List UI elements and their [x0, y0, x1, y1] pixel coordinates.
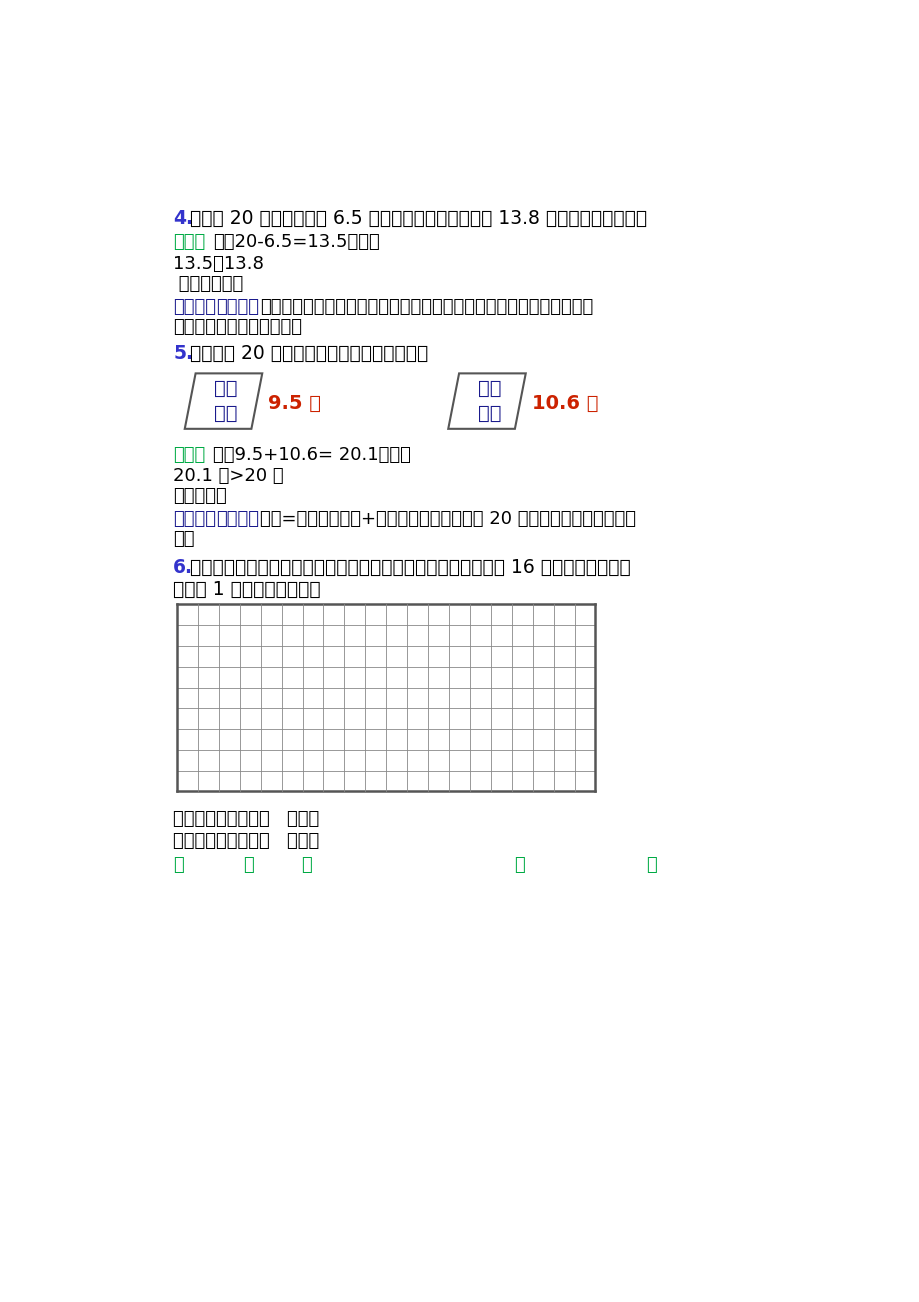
Text: 总价=海洋动物单价+趣味数学单价，然后用 20 元与总价进行大小比较即: 总价=海洋动物单价+趣味数学单价，然后用 20 元与总价进行大小比较即 [260, 510, 635, 529]
Text: 【解析】: 【解析】 [173, 298, 216, 316]
Text: 小红带了 20 元錢，想买这两本书，錢够吗？: 小红带了 20 元錢，想买这两本书，錢够吗？ [190, 344, 428, 363]
Text: 数比较后判断够不够即可。: 数比较后判断够不够即可。 [173, 318, 301, 336]
Text: 可。: 可。 [173, 530, 195, 548]
Text: 5.: 5. [173, 344, 193, 363]
Text: 趣味: 趣味 [477, 379, 501, 398]
Text: 解析：: 解析： [173, 445, 205, 464]
Text: 动物: 动物 [214, 404, 237, 423]
Text: 6.: 6. [173, 559, 193, 577]
Text: 数学: 数学 [477, 404, 501, 423]
Polygon shape [185, 374, 262, 428]
Text: 4.: 4. [173, 208, 193, 228]
Text: 答：不够。: 答：不够。 [173, 487, 227, 505]
Text: 在下面的方格中画一个正方形和一个长方形，使它们的面积都是 16 平方厘米。（每格: 在下面的方格中画一个正方形和一个长方形，使它们的面积都是 16 平方厘米。（每格 [190, 559, 630, 577]
Text: 【解析】: 【解析】 [173, 510, 216, 529]
Text: 解: 解 [514, 857, 525, 874]
Text: 解析：: 解析： [173, 233, 205, 251]
Text: 答：錢不够。: 答：錢不够。 [173, 275, 244, 293]
Text: 【分析】: 【分析】 [216, 298, 259, 316]
Text: ：: ： [645, 857, 656, 874]
Text: 解：20-6.5=13.5（元）: 解：20-6.5=13.5（元） [213, 233, 380, 251]
Text: 李明带 20 元錢买了一支 6.5 元的钓笔，他还想买一盒 13.8 元的彩笔，錢够吗？: 李明带 20 元錢买了一支 6.5 元的钓笔，他还想买一盒 13.8 元的彩笔，… [190, 208, 647, 228]
Text: 13.5＜13.8: 13.5＜13.8 [173, 255, 264, 273]
Text: 长方形的周长是：（   ）厘米: 长方形的周长是：（ ）厘米 [173, 832, 319, 849]
Text: 【分析】: 【分析】 [216, 510, 259, 529]
Text: 解：9.5+10.6= 20.1（元）: 解：9.5+10.6= 20.1（元） [213, 445, 411, 464]
Text: 正方形的周长是：（   ）厘米: 正方形的周长是：（ ）厘米 [173, 810, 319, 828]
Text: 解: 解 [173, 857, 184, 874]
Text: 用带的錢数减去一支钓笔的錢数求出剩下的錢数，然后与一盒彩笔的錢: 用带的錢数减去一支钓笔的錢数求出剩下的錢数，然后与一盒彩笔的錢 [260, 298, 593, 316]
Text: ：: ： [301, 857, 312, 874]
Text: 析: 析 [243, 857, 254, 874]
Text: 9.5 元: 9.5 元 [268, 395, 321, 413]
Text: 20.1 元>20 元: 20.1 元>20 元 [173, 467, 283, 486]
Text: 是边长 1 厘米的小正方形）: 是边长 1 厘米的小正方形） [173, 579, 321, 599]
Polygon shape [448, 374, 525, 428]
Text: 10.6 元: 10.6 元 [531, 395, 597, 413]
Text: 海洋: 海洋 [214, 379, 237, 398]
